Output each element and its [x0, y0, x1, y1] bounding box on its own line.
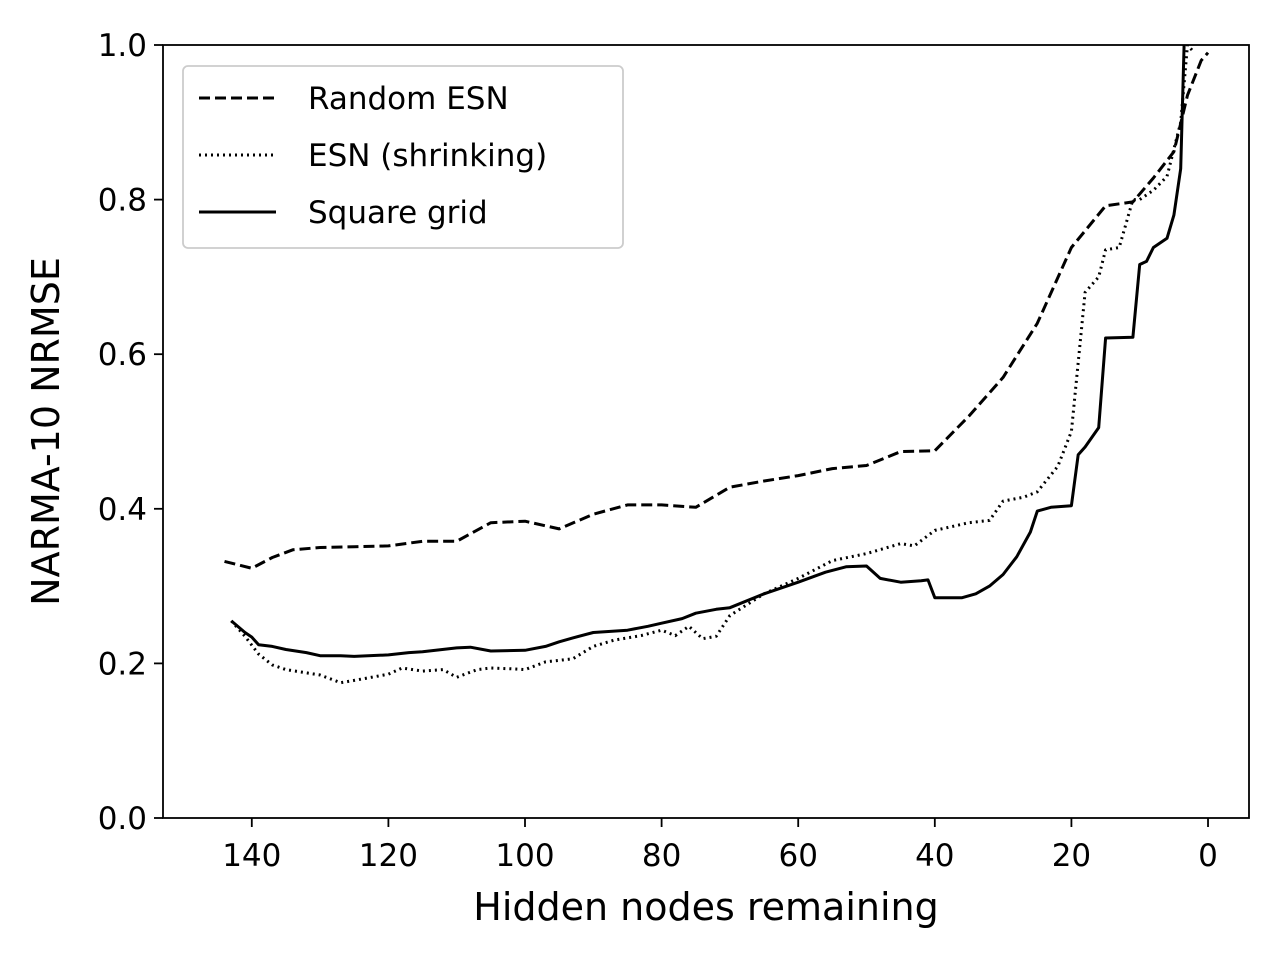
y-tick-label: 0.6 — [98, 337, 147, 373]
y-tick-label: 0.8 — [98, 183, 147, 219]
series-line-random-esn — [224, 51, 1210, 570]
series-layer — [224, 45, 1210, 685]
legend: Random ESN ESN (shrinking) Square grid — [182, 65, 624, 249]
y-axis-ticks: 0.0 0.2 0.4 0.6 0.8 1.0 — [98, 28, 163, 837]
y-tick-label: 0.2 — [98, 646, 147, 682]
legend-label: ESN (shrinking) — [308, 138, 547, 174]
x-tick-label: 80 — [642, 838, 681, 874]
y-tick-label: 0.4 — [98, 492, 147, 528]
series-line-esn-shrinking — [230, 45, 1196, 685]
legend-label: Square grid — [308, 195, 488, 231]
x-axis-label: Hidden nodes remaining — [473, 885, 939, 929]
x-tick-label: 140 — [222, 838, 281, 874]
legend-box — [182, 65, 624, 249]
x-tick-label: 120 — [359, 838, 418, 874]
series-line-square-grid — [230, 45, 1186, 658]
x-axis-ticks: 140 120 100 80 60 40 20 0 — [222, 818, 1218, 874]
x-tick-label: 0 — [1198, 838, 1218, 874]
x-tick-label: 100 — [495, 838, 554, 874]
x-tick-label: 20 — [1052, 838, 1091, 874]
x-tick-label: 40 — [915, 838, 954, 874]
legend-label: Random ESN — [308, 81, 509, 117]
plot-frame — [162, 44, 1250, 819]
x-tick-label: 60 — [778, 838, 817, 874]
y-tick-label: 0.0 — [98, 801, 147, 837]
y-tick-label: 1.0 — [98, 28, 147, 64]
y-axis-label: NARMA-10 NRMSE — [24, 257, 68, 606]
